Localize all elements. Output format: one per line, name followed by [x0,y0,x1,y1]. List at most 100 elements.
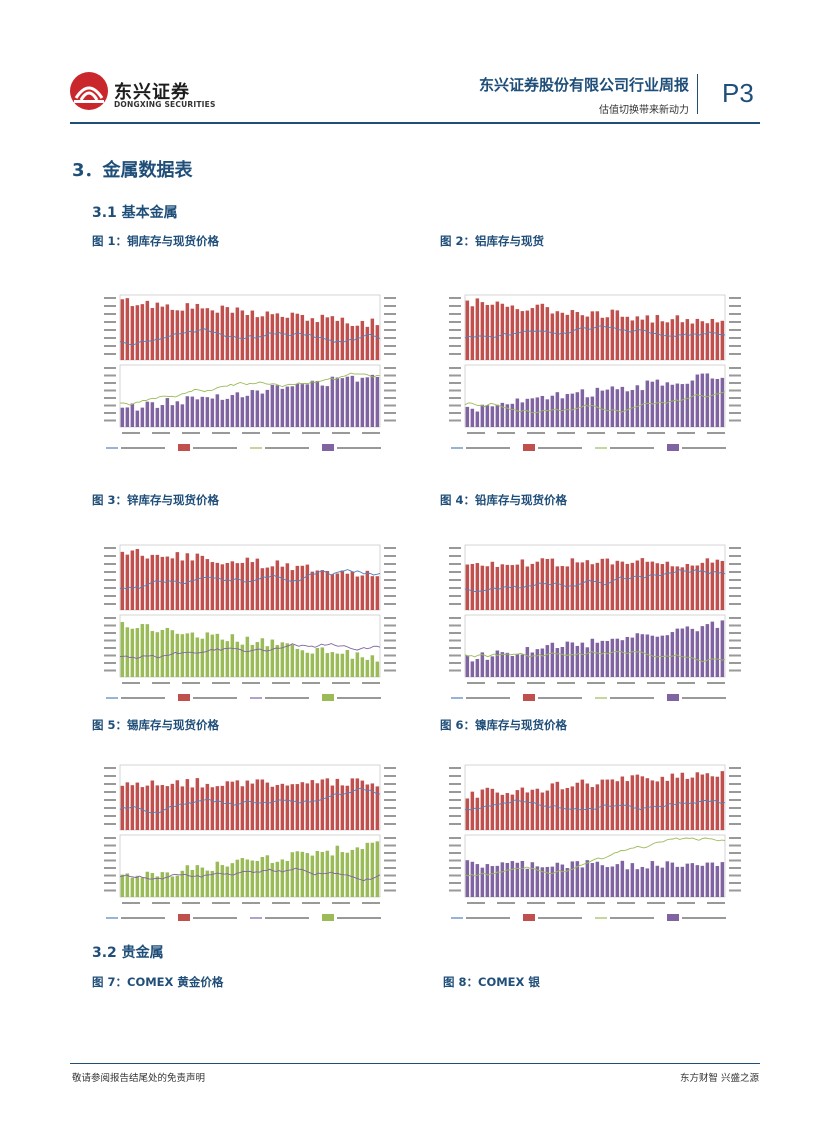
inventory-bar [635,774,640,830]
inventory-bar [145,558,150,610]
axis-tick-label [182,682,200,684]
inventory-bar [300,650,305,677]
inventory-bar [560,398,565,427]
inventory-bar [135,875,140,897]
axis-tick-label [467,902,485,904]
figure-caption: 图 6：镍库存与现货价格 [440,718,568,732]
inventory-bar [550,783,555,830]
inventory-bar [375,841,380,897]
report-company-title: 东兴证券股份有限公司行业周报 [478,76,689,94]
inventory-bar [315,570,320,610]
inventory-bar [590,311,595,360]
axis-tick-label [384,345,396,347]
inventory-bar [125,554,130,610]
inventory-bar [345,573,350,610]
inventory-bar [600,558,605,610]
inventory-bar [530,862,535,897]
inventory-bar [570,558,575,610]
axis-tick-label [677,902,695,904]
inventory-bar [665,322,670,360]
inventory-bar [585,860,590,897]
inventory-bar [655,563,660,610]
inventory-bar [670,384,675,427]
inventory-bar [355,381,360,427]
footer-rule [70,1063,760,1064]
inventory-bar [675,866,680,897]
axis-tick-label [384,669,396,672]
inventory-bar [585,647,590,677]
inventory-bar [545,399,550,427]
axis-tick-label [449,632,461,634]
axis-tick-label [729,632,741,634]
inventory-bar [270,786,275,830]
inventory-bar [680,866,685,897]
inventory-bar [200,867,205,897]
inventory-bar [265,311,270,360]
inventory-bar [375,661,380,677]
upper-plot-frame [119,294,381,361]
legend-label [466,447,510,449]
inventory-bar [715,559,720,610]
inventory-bar [475,411,480,427]
axis-tick-label [104,374,116,377]
inventory-bar [560,312,565,360]
inventory-bar [160,629,165,677]
inventory-bar [710,318,715,360]
inventory-bar [555,311,560,360]
axis-tick-label [707,902,725,904]
inventory-bar [280,316,285,360]
logo-mark-icon [70,72,108,110]
inventory-bar [290,784,295,830]
axis-tick-label [449,353,461,355]
axis-tick-label [449,337,461,339]
inventory-bar [150,780,155,830]
inventory-bar [695,865,700,897]
inventory-bar [240,858,245,897]
inventory-bar [350,849,355,897]
inventory-bar [470,661,475,677]
inventory-bar [480,302,485,360]
inventory-bar [470,306,475,360]
inventory-bar [715,865,720,897]
inventory-bar [500,564,505,610]
axis-tick-label [104,783,116,785]
inventory-bar [705,558,710,610]
inventory-bar [540,867,545,897]
chart-svg [449,764,741,921]
axis-tick-label [384,654,396,657]
inventory-bar [270,314,275,360]
axis-tick-label [384,617,396,619]
inventory-bar [650,381,655,427]
inventory-bar [365,570,370,610]
inventory-bar [160,556,165,610]
inventory-bar [185,553,190,610]
price-line [464,651,726,662]
axis-tick-label [384,799,396,801]
inventory-bar [160,872,165,897]
axis-tick-label [729,889,741,892]
inventory-bar [590,863,595,897]
price-line [119,643,381,659]
inventory-bar [135,628,140,677]
axis-tick-label [729,669,741,672]
axis-tick-label [104,775,116,777]
inventory-bar [305,384,310,427]
inventory-bar [200,787,205,830]
inventory-bar [585,783,590,830]
inventory-bar [620,860,625,897]
inventory-bar [670,862,675,897]
inventory-bar [665,561,670,610]
legend-swatch [523,694,535,701]
inventory-bar [680,322,685,360]
axis-tick-label [729,639,741,642]
inventory-bar [690,323,695,360]
upper-plot-frame [119,764,381,831]
header-divider [697,74,698,114]
inventory-bar [655,379,660,427]
axis-tick-label [384,624,396,627]
axis-tick-label [152,682,170,684]
axis-tick-label [384,321,396,323]
inventory-bar [590,638,595,677]
inventory-bar [265,855,270,897]
inventory-bar [145,300,150,360]
